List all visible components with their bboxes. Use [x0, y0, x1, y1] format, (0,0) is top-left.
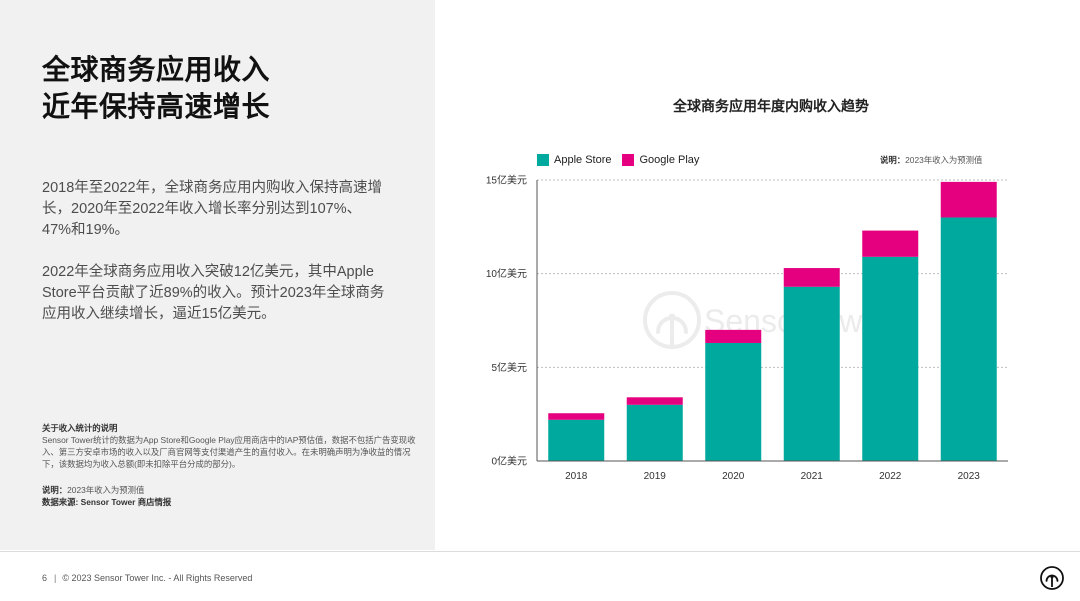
x-axis-ticks: 2018 2019 2020 2021 2022 2023 [565, 471, 980, 482]
bar-google-play-2020 [705, 329, 762, 343]
bar-apple-store-2019 [626, 404, 683, 461]
chart-note: 说明：2023年收入为预测值 [880, 155, 982, 166]
copyright: © 2023 Sensor Tower Inc. - All Rights Re… [62, 573, 253, 583]
legend-label-apple-store: Apple Store [554, 154, 612, 166]
chart-note-label: 说明： [880, 155, 906, 165]
legend-label-google-play: Google Play [639, 154, 700, 166]
x-tick-label: 2021 [801, 471, 824, 482]
summary-paragraph-1: 2018年至2022年，全球商务应用内购收入保持高速增长，2020年至2022年… [42, 180, 383, 238]
bar-apple-store-2020 [705, 342, 762, 461]
page-number: 6 [42, 573, 48, 583]
legend-swatch-apple-store [537, 154, 549, 166]
x-tick-label: 2019 [644, 471, 667, 482]
x-tick-label: 2020 [722, 471, 745, 482]
page-title-line-2: 近年保持高速增长 [42, 91, 271, 122]
forecast-remark: 说明：2023年收入为预测值 [42, 484, 420, 496]
bar-google-play-2018 [548, 413, 605, 420]
note-body: Sensor Tower统计的数据为App Store和Google Play应… [42, 435, 416, 469]
footer-divider [0, 551, 1080, 552]
y-tick-label: 10亿美元 [486, 267, 527, 280]
legend-item-apple-store: Apple Store [537, 154, 611, 166]
summary-paragraph-2: 2022年全球商务应用收入突破12亿美元，其中Apple Store平台贡献了近… [42, 264, 385, 322]
page-title: 全球商务应用收入 近年保持高速增长 [42, 51, 270, 125]
x-tick-label: 2018 [565, 471, 588, 482]
left-text-panel: 全球商务应用收入 近年保持高速增长 2018年至2022年，全球商务应用内购收入… [0, 0, 435, 550]
footer-separator: | [54, 573, 57, 583]
remark-text: 2023年收入为预测值 [67, 485, 145, 495]
methodology-note: 关于收入统计的说明 Sensor Tower统计的数据为App Store和Go… [42, 422, 420, 508]
note-title: 关于收入统计的说明 [42, 423, 118, 433]
y-tick-label: 0亿美元 [491, 455, 527, 468]
x-tick-label: 2023 [958, 471, 981, 482]
bar-apple-store-2021 [783, 286, 840, 461]
watermark-logo-icon [643, 291, 701, 349]
legend-item-google-play: Google Play [622, 154, 699, 166]
data-source: 数据来源: Sensor Tower 商店情报 [42, 497, 172, 507]
bar-google-play-2021 [783, 268, 840, 287]
chart-legend: Apple Store Google Play [537, 154, 710, 166]
chart-title: 全球商务应用年度内购收入趋势 [673, 98, 869, 114]
y-tick-label: 15亿美元 [486, 174, 527, 187]
footer: 6 | © 2023 Sensor Tower Inc. - All Rights … [42, 572, 252, 584]
bar-apple-store-2018 [548, 419, 605, 461]
bar-google-play-2022 [862, 230, 919, 257]
bar-google-play-2019 [626, 397, 683, 405]
chart-note-text: 2023年收入为预测值 [905, 155, 983, 165]
legend-swatch-google-play [622, 154, 635, 166]
y-tick-label: 5亿美元 [491, 361, 527, 374]
bars [548, 181, 997, 461]
sensor-tower-logo-icon [1040, 566, 1064, 590]
page-title-line-1: 全球商务应用收入 [42, 54, 271, 85]
bar-apple-store-2022 [862, 256, 919, 461]
x-tick-label: 2022 [879, 471, 902, 482]
remark-label: 说明： [42, 485, 68, 495]
bar-apple-store-2023 [940, 217, 997, 461]
y-axis-ticks: 0亿美元 5亿美元 10亿美元 15亿美元 [486, 174, 527, 468]
bar-google-play-2023 [940, 181, 997, 218]
gridlines [537, 179, 1008, 368]
